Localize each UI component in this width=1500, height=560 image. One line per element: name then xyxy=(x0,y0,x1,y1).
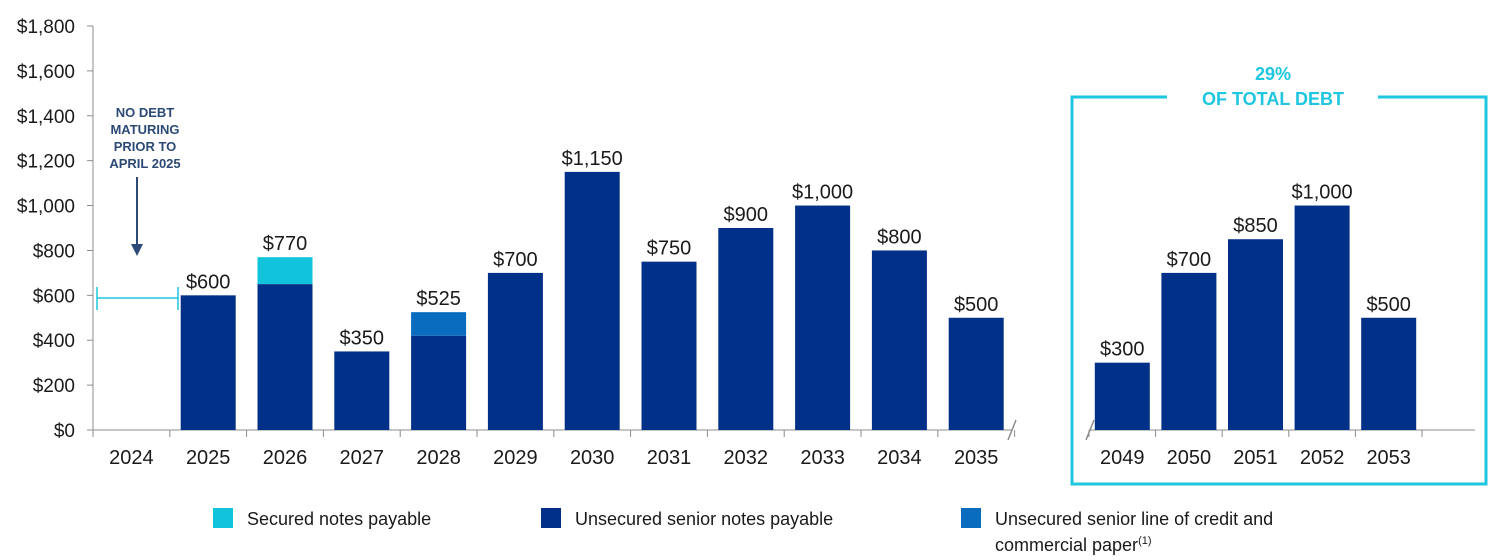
x-tick-label: 2025 xyxy=(186,447,231,469)
bar-segment xyxy=(795,205,851,430)
chart-panel-near-term: 2024 2025 $600 2026 $770 2027 $350 2028 $525 2029… xyxy=(92,148,1017,469)
note-line-1: NO DEBT xyxy=(116,105,175,120)
note-line-2: MATURING xyxy=(110,122,179,137)
bar-total-label: $800 xyxy=(877,226,922,248)
bar-segment xyxy=(1228,239,1283,430)
legend-label-line-of-credit-2: commercial paper xyxy=(995,535,1139,555)
bar-segment xyxy=(948,317,1004,430)
x-tick-label: 2028 xyxy=(416,447,461,469)
period-bracket xyxy=(96,287,179,310)
legend-item-unsecured-notes: Unsecured senior notes payable xyxy=(541,508,833,530)
bar-total-label: $1,000 xyxy=(792,182,853,204)
y-tick-label: $200 xyxy=(33,376,75,397)
note-line-4: APRIL 2025 xyxy=(109,156,180,171)
note-line-3: PRIOR TO xyxy=(114,139,177,154)
x-tick-label: 2050 xyxy=(1167,447,1212,469)
y-tick-label: $1,800 xyxy=(17,17,75,38)
bar-total-label: $300 xyxy=(1100,339,1145,361)
bar-total-label: $350 xyxy=(340,327,385,349)
bar-segment xyxy=(1161,272,1217,430)
y-tick-label: $1,200 xyxy=(17,152,75,173)
bar-segment xyxy=(257,284,313,430)
arrow-head-icon xyxy=(131,244,143,256)
y-tick-label: $1,600 xyxy=(17,62,75,83)
bar-segment xyxy=(641,261,697,430)
bar-total-label: $1,000 xyxy=(1292,182,1353,204)
bar-total-label: $1,150 xyxy=(562,148,623,170)
bar-segment xyxy=(411,312,467,336)
bar-segment xyxy=(718,228,774,430)
bar-total-label: $500 xyxy=(1366,294,1411,316)
bar-total-label: $900 xyxy=(724,204,769,226)
y-tick-label: $600 xyxy=(33,286,75,307)
bar-segment xyxy=(487,272,543,430)
callout-percent: 29% xyxy=(1255,64,1291,84)
y-tick-label: $0 xyxy=(54,421,75,442)
x-tick-label: 2030 xyxy=(570,447,615,469)
x-tick-label: 2053 xyxy=(1366,447,1411,469)
bar-total-label: $700 xyxy=(493,249,538,271)
total-debt-callout-box: 29% OF TOTAL DEBT xyxy=(1070,64,1488,486)
bar-segment xyxy=(1294,205,1350,430)
x-tick-label: 2033 xyxy=(800,447,845,469)
axis-break-mark xyxy=(1085,419,1095,441)
x-tick-label: 2026 xyxy=(263,447,308,469)
axis-break-mark xyxy=(1007,419,1017,441)
x-tick-label: 2034 xyxy=(877,447,922,469)
bar-segment xyxy=(871,250,927,430)
y-tick-label: $400 xyxy=(33,331,75,352)
bar-total-label: $770 xyxy=(263,233,308,255)
bar-total-label: $600 xyxy=(186,271,231,293)
callout-text: OF TOTAL DEBT xyxy=(1202,89,1344,109)
legend-swatch-line-of-credit xyxy=(961,508,981,528)
bar-total-label: $750 xyxy=(647,238,692,260)
bar-segment xyxy=(1361,317,1417,430)
legend: Secured notes payable Unsecured senior n… xyxy=(0,508,1500,560)
x-tick-label: 2049 xyxy=(1100,447,1145,469)
y-axis: $0 $200 $400 $600 $800 $1,000 $1,200 $1,400 $1,6… xyxy=(17,17,94,442)
x-tick-label: 2024 xyxy=(109,447,154,469)
x-tick-label: 2052 xyxy=(1300,447,1345,469)
y-tick-label: $1,400 xyxy=(17,107,75,128)
no-debt-note: NO DEBT MATURING PRIOR TO APRIL 2025 xyxy=(109,105,181,256)
legend-label-line-of-credit: Unsecured senior line of credit and comm… xyxy=(995,508,1273,556)
x-tick-label: 2027 xyxy=(340,447,385,469)
x-tick-label: 2035 xyxy=(954,447,999,469)
bar-total-label: $700 xyxy=(1167,249,1212,271)
legend-swatch-secured xyxy=(213,508,233,528)
x-tick-label: 2031 xyxy=(647,447,692,469)
bar-segment xyxy=(257,257,313,285)
legend-swatch-unsecured-notes xyxy=(541,508,561,528)
bar-segment xyxy=(1094,362,1150,430)
debt-maturity-chart: $0 $200 $400 $600 $800 $1,000 $1,200 $1,400 $1,6… xyxy=(17,17,1488,486)
x-tick-label: 2029 xyxy=(493,447,538,469)
bar-segment xyxy=(411,335,467,430)
y-tick-label: $800 xyxy=(33,241,75,262)
legend-label-secured: Secured notes payable xyxy=(247,509,432,529)
y-tick-label: $1,000 xyxy=(17,197,75,218)
bar-total-label: $500 xyxy=(954,294,999,316)
legend-label-line-of-credit-1: Unsecured senior line of credit and xyxy=(995,509,1274,529)
bar-segment xyxy=(180,295,236,430)
bar-total-label: $850 xyxy=(1233,215,1278,237)
legend-item-secured: Secured notes payable xyxy=(213,508,431,530)
footnote-marker: (1) xyxy=(1138,535,1152,547)
legend-label-unsecured-notes: Unsecured senior notes payable xyxy=(575,509,834,529)
bar-segment xyxy=(334,351,390,430)
legend-item-line-of-credit: Unsecured senior line of credit and comm… xyxy=(961,508,1273,556)
x-tick-label: 2051 xyxy=(1233,447,1278,469)
chart-panel-long-term: 2049 $300 2050 $700 2051 $850 2052 $1,000 2053 $5… xyxy=(1085,182,1475,469)
x-tick-label: 2032 xyxy=(724,447,769,469)
bar-total-label: $525 xyxy=(416,288,461,310)
bar-segment xyxy=(564,171,620,430)
